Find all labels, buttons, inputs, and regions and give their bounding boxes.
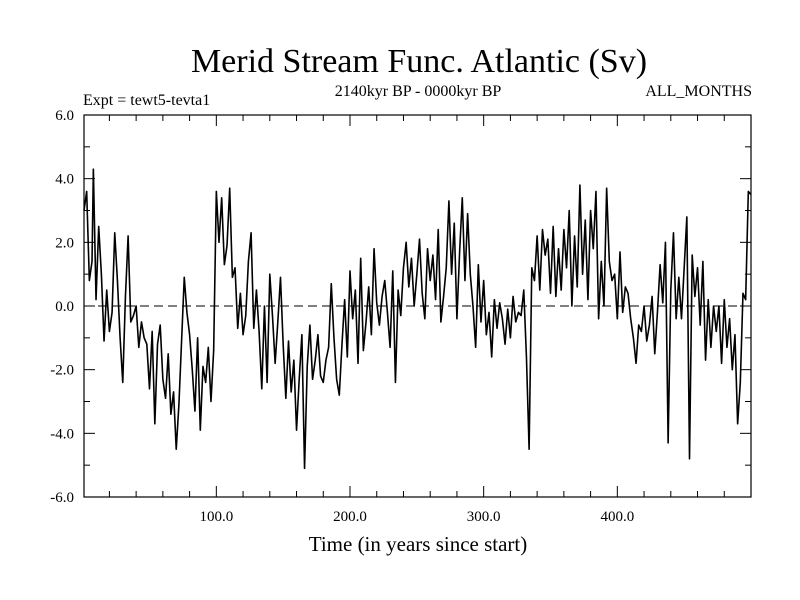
x-tick-labels: 100.0 200.0 300.0 400.0 — [199, 509, 634, 525]
x-tick-label: 300.0 — [467, 509, 501, 525]
y-tick-label: 6.0 — [55, 108, 74, 124]
y-tick-label: -6.0 — [50, 490, 74, 506]
x-tick-label: 100.0 — [199, 509, 233, 525]
x-tick-label: 400.0 — [600, 509, 634, 525]
months-label: ALL_MONTHS — [645, 83, 752, 100]
y-tick-label: -2.0 — [50, 363, 74, 379]
y-tick-label: -4.0 — [50, 426, 74, 442]
series-line — [83, 168, 752, 470]
series-group — [83, 168, 752, 470]
y-tick-label: 2.0 — [55, 235, 74, 251]
x-tick-label: 200.0 — [333, 509, 367, 525]
y-tick-labels: 6.0 4.0 2.0 0.0 -2.0 -4.0 -6.0 — [50, 108, 74, 506]
x-axis-label: Time (in years since start) — [309, 532, 528, 556]
plot-frame — [83, 114, 752, 498]
expt-label: Expt = tewt5-tevta1 — [83, 92, 210, 109]
y-tick-label: 4.0 — [55, 172, 74, 188]
y-tick-label: 0.0 — [55, 299, 74, 315]
chart-title: Merid Stream Func. Atlantic (Sv) — [191, 43, 647, 80]
chart-subtitle: 2140kyr BP - 0000kyr BP — [335, 83, 502, 100]
